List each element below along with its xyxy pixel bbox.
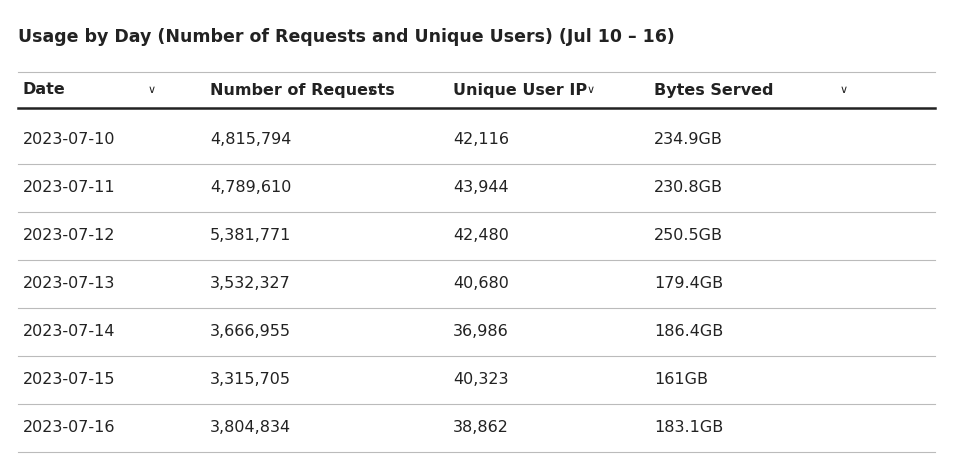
Text: 43,944: 43,944: [453, 180, 509, 196]
Text: 40,680: 40,680: [453, 276, 509, 291]
Text: 161GB: 161GB: [654, 373, 708, 387]
Text: 2023-07-10: 2023-07-10: [23, 133, 116, 148]
Text: Usage by Day (Number of Requests and Unique Users) (Jul 10 – 16): Usage by Day (Number of Requests and Uni…: [18, 28, 675, 46]
Text: 2023-07-11: 2023-07-11: [23, 180, 116, 196]
Text: 36,986: 36,986: [453, 324, 509, 339]
Text: 40,323: 40,323: [453, 373, 508, 387]
Text: 179.4GB: 179.4GB: [654, 276, 723, 291]
Text: Number of Requests: Number of Requests: [210, 83, 394, 97]
Text: Unique User IP: Unique User IP: [453, 83, 587, 97]
Text: ∨: ∨: [367, 85, 375, 95]
Text: 2023-07-14: 2023-07-14: [23, 324, 116, 339]
Text: 3,804,834: 3,804,834: [210, 421, 291, 436]
Text: 183.1GB: 183.1GB: [654, 421, 723, 436]
Text: 230.8GB: 230.8GB: [654, 180, 723, 196]
Text: 42,116: 42,116: [453, 133, 509, 148]
Text: 4,815,794: 4,815,794: [210, 133, 291, 148]
Text: Date: Date: [23, 83, 66, 97]
Text: 5,381,771: 5,381,771: [210, 228, 291, 243]
Text: 42,480: 42,480: [453, 228, 509, 243]
Text: 2023-07-16: 2023-07-16: [23, 421, 116, 436]
Text: 2023-07-13: 2023-07-13: [23, 276, 116, 291]
Text: ∨: ∨: [840, 85, 848, 95]
Text: ∨: ∨: [587, 85, 595, 95]
Text: 234.9GB: 234.9GB: [654, 133, 723, 148]
Text: 4,789,610: 4,789,610: [210, 180, 291, 196]
Text: 2023-07-12: 2023-07-12: [23, 228, 116, 243]
Text: 38,862: 38,862: [453, 421, 509, 436]
Text: ∨: ∨: [148, 85, 156, 95]
Text: 3,315,705: 3,315,705: [210, 373, 291, 387]
Text: 3,666,955: 3,666,955: [210, 324, 291, 339]
Text: 250.5GB: 250.5GB: [654, 228, 723, 243]
Text: 2023-07-15: 2023-07-15: [23, 373, 116, 387]
Text: 3,532,327: 3,532,327: [210, 276, 290, 291]
Text: Bytes Served: Bytes Served: [654, 83, 774, 97]
Text: 186.4GB: 186.4GB: [654, 324, 723, 339]
